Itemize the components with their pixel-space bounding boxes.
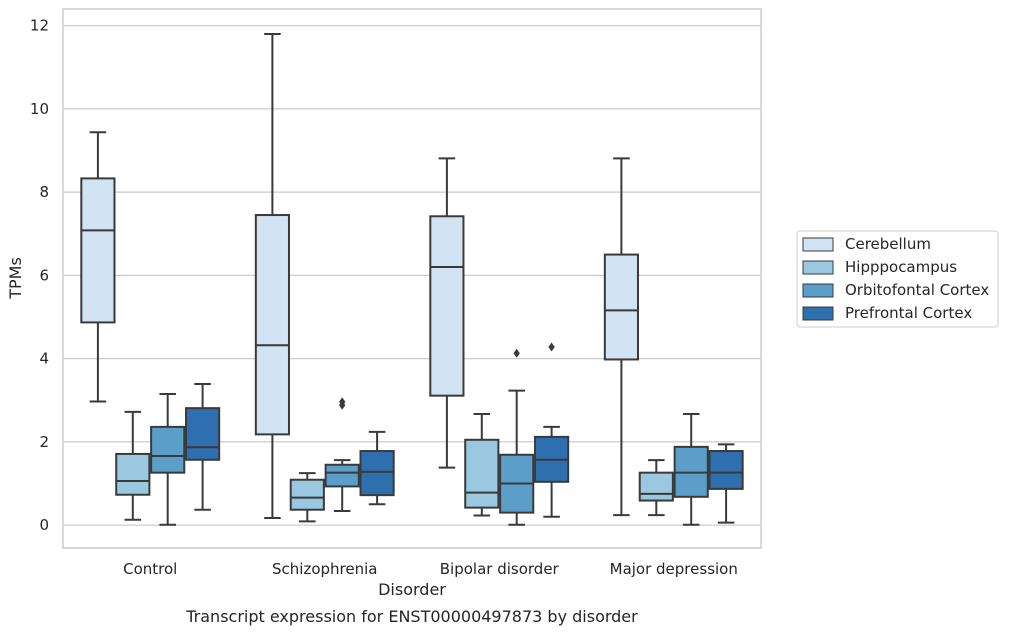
box-iqr bbox=[115, 452, 151, 496]
legend: Cerebellum Hipppocampus Orbitofontal Corte… bbox=[796, 230, 999, 328]
y-tick-label-0: 0 bbox=[39, 516, 49, 534]
box-0-0 bbox=[80, 131, 116, 403]
box-0-2 bbox=[150, 393, 186, 526]
box-0-1 bbox=[115, 410, 151, 521]
box-3-3 bbox=[708, 443, 744, 524]
legend-swatch-3 bbox=[802, 306, 834, 321]
box-2-0 bbox=[429, 157, 465, 469]
boxes bbox=[80, 32, 744, 526]
legend-label-2: Orbitofontal Cortex bbox=[845, 281, 989, 299]
legend-swatch-1 bbox=[802, 260, 834, 275]
box-2-2 bbox=[499, 348, 535, 526]
flier-1 bbox=[339, 397, 346, 407]
y-tick-label-2: 4 bbox=[39, 350, 49, 368]
legend-label-3: Prefrontal Cortex bbox=[845, 304, 972, 322]
box-3-0 bbox=[603, 157, 639, 517]
x-axis-label: Disorder bbox=[378, 580, 446, 599]
box-0-3 bbox=[185, 383, 221, 511]
box-iqr bbox=[359, 450, 395, 497]
y-tick-label-4: 8 bbox=[39, 183, 49, 201]
legend-swatch-0 bbox=[802, 237, 834, 252]
y-tick-label-6: 12 bbox=[30, 17, 49, 35]
y-tick-label-1: 2 bbox=[39, 433, 49, 451]
box-1-1 bbox=[289, 472, 325, 523]
legend-label-0: Cerebellum bbox=[845, 235, 931, 253]
x-tick-label-0: Control bbox=[123, 560, 177, 578]
y-tick-label-5: 10 bbox=[30, 100, 49, 118]
box-iqr bbox=[254, 214, 290, 436]
box-2-3 bbox=[534, 342, 570, 518]
box-1-0 bbox=[254, 32, 290, 520]
box-iqr bbox=[464, 438, 500, 509]
box-iqr bbox=[708, 450, 744, 490]
legend-frame bbox=[796, 230, 999, 328]
box-2-1 bbox=[464, 412, 500, 517]
box-1-3 bbox=[359, 430, 395, 506]
x-tick-labels: Control Schizophrenia Bipolar disorder Majo… bbox=[123, 560, 738, 578]
box-iqr bbox=[185, 407, 221, 461]
legend-swatch-2 bbox=[802, 283, 834, 298]
x-tick-label-1: Schizophrenia bbox=[272, 560, 377, 578]
box-3-1 bbox=[638, 459, 674, 517]
figure-caption: Transcript expression for ENST0000049787… bbox=[185, 607, 638, 626]
box-iqr bbox=[603, 253, 639, 361]
box-iqr bbox=[150, 425, 186, 474]
flier-0 bbox=[548, 342, 555, 352]
box-iqr bbox=[638, 471, 674, 502]
x-tick-label-3: Major depression bbox=[610, 560, 738, 578]
box-iqr bbox=[429, 215, 465, 397]
y-tick-label-3: 6 bbox=[39, 266, 49, 284]
box-iqr bbox=[80, 177, 116, 324]
x-tick-label-2: Bipolar disorder bbox=[440, 560, 560, 578]
box-1-2 bbox=[324, 397, 360, 512]
box-iqr bbox=[289, 478, 325, 511]
flier-0 bbox=[513, 348, 520, 358]
y-axis-label: TPMs bbox=[6, 257, 25, 300]
y-tick-labels: 0 2 4 6 8 10 12 bbox=[30, 17, 49, 534]
legend-label-1: Hipppocampus bbox=[845, 258, 957, 276]
box-3-2 bbox=[673, 412, 709, 526]
box-iqr bbox=[324, 463, 360, 488]
